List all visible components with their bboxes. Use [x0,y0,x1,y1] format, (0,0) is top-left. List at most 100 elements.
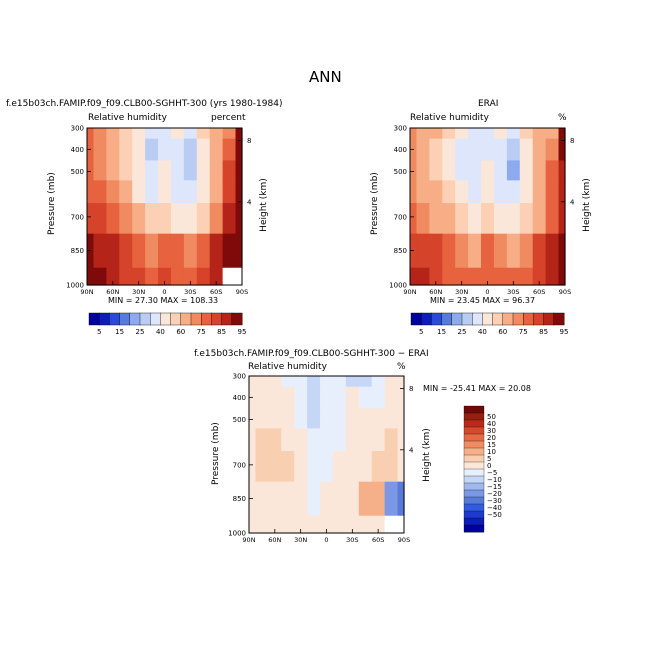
right-chart-cell [519,128,534,140]
left-chart-cell [158,180,172,204]
bottom-chart-cell [307,515,321,534]
left-chart-cell [87,180,95,204]
right-chart-cell [468,203,482,235]
bottom-chart-cell [268,386,282,410]
left-chart-cell [132,160,146,181]
diff-colorbar-label: 10 [487,448,496,456]
right-colorbar-label: 95 [560,328,569,336]
bottom-chart-cell [397,481,405,517]
bottom-chart-heatmap-cells [249,376,405,534]
bottom-chart-cell [345,376,360,388]
bottom-panel-stats: MIN = -25.41 MAX = 20.08 [423,384,531,393]
right-chart-cell [455,128,469,140]
left-chart-cell [196,160,211,181]
right-chart-cell [442,203,456,235]
right-chart-cell [493,138,508,162]
bottom-chart-cell [332,386,347,410]
bottom-chart-cell [332,376,347,388]
bottom-chart-cell [294,428,308,452]
bottom-chart-cell [294,376,308,388]
right-colorbar-label: 60 [498,328,507,336]
bottom-chart-cell [249,428,257,452]
left-chart-x-tick-label: 90S [236,288,248,296]
left-chart-cell [106,267,120,286]
bottom-chart-cell [281,481,295,517]
right-y2-axis-label: Height (km) [582,178,592,232]
diff-colorbar-label: 30 [487,427,496,435]
left-colorbar-label: 60 [176,328,185,336]
diff-colorbar-label: 50 [487,413,496,421]
bottom-chart-x-tick-label: 90N [242,536,255,544]
right-chart-cell [416,160,430,181]
bottom-chart-cell [268,376,282,388]
left-chart-x-tick-label: 60N [106,288,119,296]
left-chart-cell [196,138,211,162]
bottom-chart-cell [358,376,373,388]
right-colorbar-swatch [461,312,473,326]
diff-colorbar-swatch [463,468,485,477]
right-chart-x-tick-label: 0 [485,288,489,296]
right-colorbar-swatch [441,312,453,326]
bottom-chart-cell [255,376,269,388]
left-chart-heatmap-cells [87,128,243,286]
diff-colorbar-swatch [463,461,485,470]
right-panel-stats: MIN = 23.45 MAX = 96.37 [430,296,536,305]
right-colorbar-swatch [451,312,463,326]
left-chart-cell [222,267,237,286]
right-chart-cell [416,138,430,162]
diff-colorbar-swatch [463,503,485,512]
right-panel-units-label: % [558,113,567,123]
right-chart-cell [532,138,547,162]
right-chart-y-tick-label: 700 [394,213,407,221]
right-colorbar-swatch [553,312,565,326]
bottom-chart-cell [332,515,347,534]
bottom-chart-cell [358,515,373,534]
diff-colorbar-label: 40 [487,420,496,428]
left-chart-cell [170,180,185,204]
bottom-chart-cell [358,451,373,483]
bottom-chart-cell [332,481,347,517]
diff-colorbar-swatch [463,482,485,491]
diff-colorbar-label: −40 [487,504,502,512]
diff-colorbar-swatch [463,475,485,484]
left-chart-cell [158,160,172,181]
right-colorbar-label: 25 [458,328,467,336]
right-chart-cell [558,128,566,140]
right-chart-cell [416,180,430,204]
left-chart-cell [145,128,159,140]
left-chart-cell [196,180,211,204]
bottom-chart-cell [332,408,347,429]
left-chart-cell [170,128,185,140]
bottom-chart-cell [345,386,360,410]
right-chart-cell [481,267,495,286]
bottom-chart-y-tick-label: 700 [233,461,246,469]
right-chart-cell [481,160,495,181]
right-chart-x-tick-label: 90S [559,288,571,296]
diff-colorbar-swatch [463,496,485,505]
right-colorbar-swatch [543,312,555,326]
diff-colorbar-label: 5 [487,455,491,463]
bottom-chart-cell [268,515,282,534]
left-chart-x-tick-label: 60S [210,288,222,296]
right-chart-cell [429,233,443,269]
left-colorbar-label: 85 [217,328,226,336]
right-chart-cell [455,267,469,286]
left-chart-cell [170,160,185,181]
bottom-chart-cell [294,481,308,517]
left-chart-cell [170,267,185,286]
right-chart-cell [493,203,508,235]
left-colorbar-swatch [129,312,141,326]
left-chart-cell [132,203,146,235]
left-chart-cell [106,160,120,181]
bottom-chart-cell [345,515,360,534]
left-chart-cell [222,128,237,140]
left-chart-cell [183,160,198,181]
left-colorbar-label: 95 [238,328,247,336]
right-chart-cell [429,180,443,204]
bottom-chart-x-tick-label: 0 [324,536,328,544]
bottom-chart-cell [371,428,386,452]
right-colorbar-swatch [502,312,514,326]
right-chart-cell [481,138,495,162]
diff-colorbar-swatch [463,433,485,442]
